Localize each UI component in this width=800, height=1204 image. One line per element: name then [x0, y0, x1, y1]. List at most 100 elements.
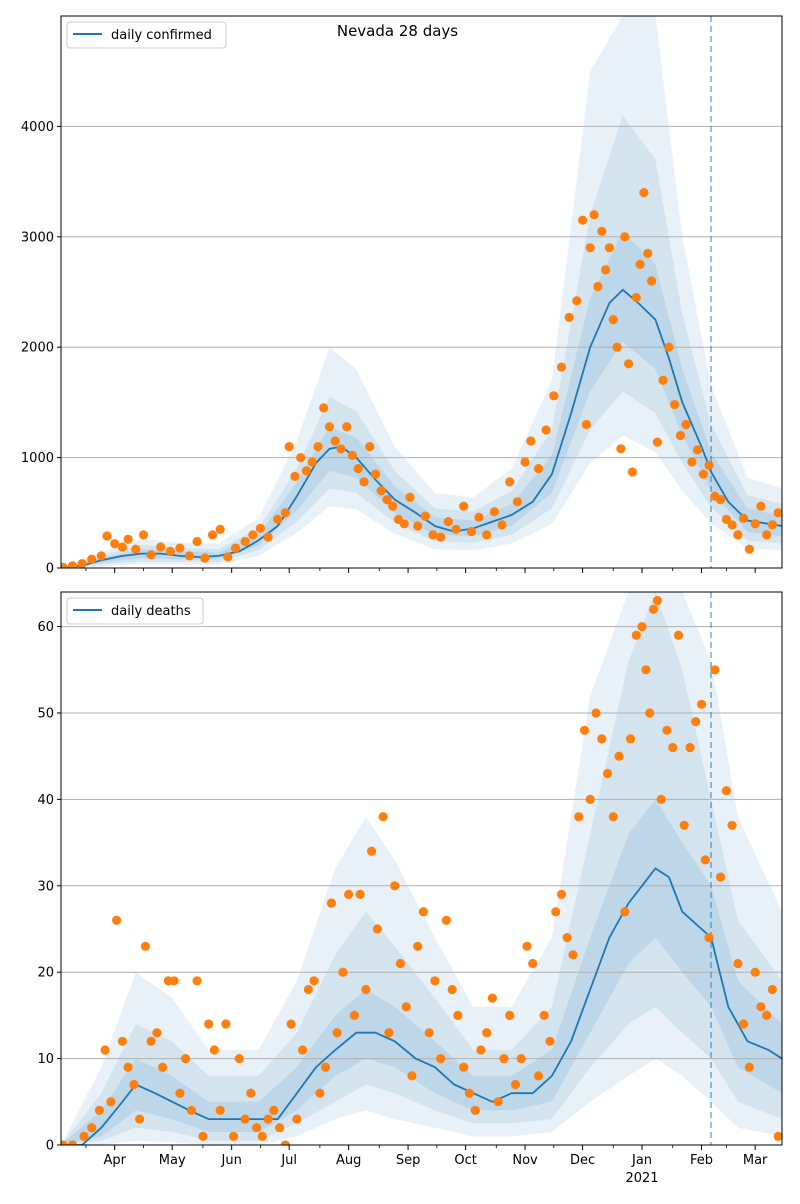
- confirmed-data-point: [102, 531, 112, 541]
- deaths-observations: [61, 596, 782, 1145]
- confirmed-data-point: [474, 512, 484, 522]
- confirmed-data-point: [192, 536, 202, 547]
- confirmed-data-point: [273, 514, 283, 525]
- confirmed-data-point: [280, 508, 290, 518]
- confirmed-data-point: [347, 450, 358, 460]
- confirmed-data-point: [436, 532, 446, 542]
- confirmed-data-point: [248, 530, 258, 540]
- confirmed-data-point: [721, 514, 732, 525]
- deaths-data-point: [556, 889, 567, 900]
- confirmed-data-point: [175, 543, 185, 553]
- deaths-data-point: [135, 1114, 145, 1124]
- deaths-legend: daily deaths: [66, 597, 204, 625]
- confirmed-data-point: [612, 342, 622, 352]
- confirmed-data-point: [263, 532, 273, 542]
- deaths-band-80: [61, 592, 782, 1145]
- deaths-data-point: [656, 794, 666, 805]
- confirmed-data-point: [739, 513, 749, 523]
- confirmed-data-point: [756, 501, 766, 511]
- deaths-data-point: [286, 1019, 296, 1029]
- deaths-data-point: [591, 708, 601, 718]
- deaths-x-axis-ticks: Apr May Jun Jul Aug Sep Oct Nov Dec Jan Feb Mar 2021: [85, 1145, 768, 1186]
- confirmed-data-point: [230, 543, 241, 553]
- deaths-data-point: [378, 812, 388, 822]
- deaths-data-point: [123, 1062, 133, 1072]
- deaths-data-point: [424, 1028, 434, 1038]
- confirmed-data-point: [589, 210, 599, 220]
- confirmed-data-point: [564, 312, 574, 322]
- confirmed-legend-box: [66, 21, 227, 49]
- confirmed-data-point: [631, 292, 641, 303]
- confirmed-data-point: [608, 315, 618, 325]
- confirmed-y-tick-label: 0: [46, 562, 54, 577]
- confirmed-data-point: [616, 444, 626, 454]
- confirmed-data-point: [307, 457, 317, 467]
- deaths-data-point: [94, 1105, 104, 1115]
- deaths-data-point: [229, 1131, 239, 1141]
- deaths-data-point: [562, 933, 572, 943]
- deaths-data-point: [505, 1010, 515, 1021]
- deaths-data-point: [246, 1088, 256, 1098]
- deaths-data-point: [309, 976, 319, 986]
- deaths-data-point: [100, 1045, 110, 1055]
- deaths-data-point: [673, 630, 684, 640]
- deaths-data-point: [499, 1054, 509, 1064]
- deaths-data-point: [441, 915, 451, 925]
- confirmed-data-point: [520, 457, 530, 467]
- deaths-data-point: [367, 846, 377, 856]
- confirmed-data-point: [207, 530, 218, 540]
- deaths-data-point: [716, 872, 726, 882]
- deaths-data-point: [539, 1010, 549, 1021]
- confirmed-data-point: [215, 524, 225, 535]
- confirmed-data-point: [556, 362, 567, 372]
- confirmed-data-point: [290, 471, 300, 481]
- deaths-data-point: [79, 1131, 89, 1141]
- deaths-data-point: [447, 984, 457, 995]
- deaths-data-point: [280, 1140, 290, 1145]
- confirmed-data-point: [428, 530, 438, 540]
- confirmed-data-point: [750, 519, 760, 529]
- confirmed-y-tick-label: 4000: [21, 120, 54, 135]
- deaths-data-point: [487, 993, 497, 1003]
- deaths-data-point: [631, 630, 641, 640]
- deaths-data-point: [349, 1010, 359, 1021]
- deaths-data-point: [614, 751, 624, 761]
- deaths-data-point: [169, 976, 179, 986]
- confirmed-panel: 0 1000 2000 3000 4000 daily confirmed Nevada…: [21, 15, 783, 577]
- confirmed-data-point: [526, 436, 536, 446]
- deaths-legend-label: daily deaths: [111, 604, 191, 619]
- confirmed-data-point: [489, 507, 499, 517]
- confirmed-data-point: [604, 243, 615, 253]
- confirmed-data-point: [184, 551, 195, 561]
- confirmed-data-point: [581, 419, 592, 430]
- deaths-data-point: [510, 1079, 521, 1090]
- deaths-data-point: [158, 1062, 168, 1072]
- confirmed-legend-label: daily confirmed: [111, 28, 212, 43]
- confirmed-data-point: [365, 442, 375, 452]
- deaths-data-point: [733, 958, 743, 969]
- confirmed-data-point: [572, 296, 582, 306]
- deaths-data-point: [140, 941, 150, 951]
- x-year-label: 2021: [625, 1171, 658, 1186]
- deaths-data-point: [234, 1054, 244, 1064]
- deaths-y-tick-label: 10: [37, 1052, 54, 1067]
- confirmed-band-95: [61, 16, 782, 568]
- deaths-data-point: [221, 1019, 231, 1029]
- confirmed-data-point: [313, 442, 323, 452]
- confirmed-data-point: [413, 521, 423, 531]
- deaths-data-point: [648, 604, 659, 614]
- confirmed-legend: daily confirmed: [66, 21, 227, 49]
- deaths-data-point: [696, 699, 707, 709]
- deaths-data-point: [263, 1114, 273, 1124]
- deaths-y-tick-label: 20: [37, 966, 54, 981]
- confirmed-data-point: [420, 511, 430, 521]
- deaths-data-point: [704, 933, 714, 943]
- deaths-data-point: [338, 967, 348, 977]
- confirmed-data-point: [647, 276, 657, 286]
- deaths-data-point: [252, 1123, 262, 1133]
- confirmed-data-point: [382, 495, 392, 505]
- deaths-data-point: [332, 1028, 342, 1038]
- confirmed-data-point: [687, 457, 697, 467]
- deaths-data-point: [209, 1045, 219, 1055]
- deaths-data-point: [407, 1071, 417, 1081]
